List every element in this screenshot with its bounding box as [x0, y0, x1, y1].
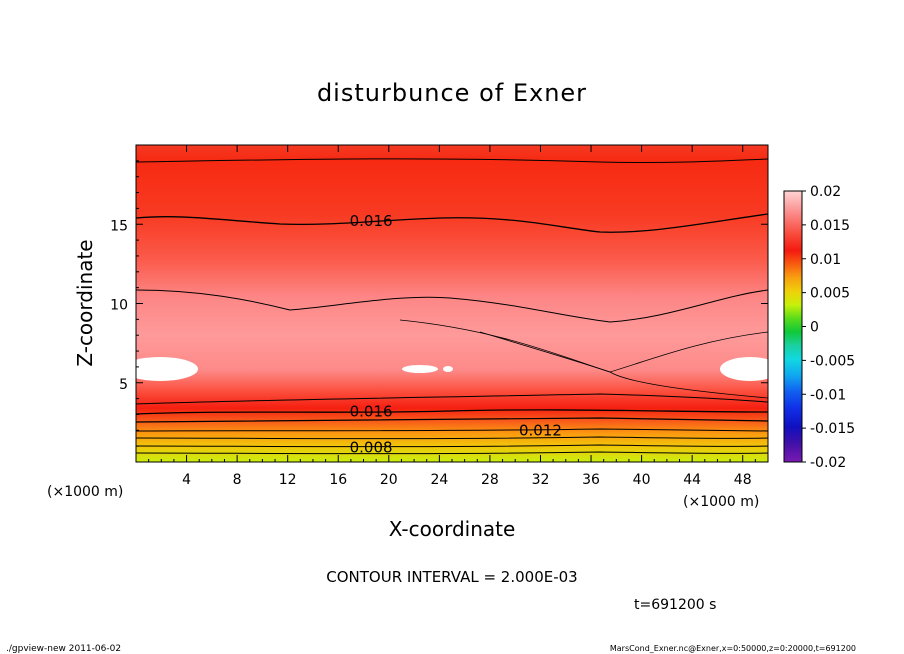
contour-line [136, 213, 768, 233]
y-tick-label: 15 [110, 218, 128, 234]
x-tick-label: 28 [481, 472, 499, 488]
contour-line [136, 428, 768, 432]
colorbar-tick-label: 0.005 [810, 286, 850, 302]
x-tick-label: 8 [233, 472, 242, 488]
colorbar-tick-label: 0.01 [810, 252, 841, 268]
x-unit-label-right: (×1000 m) [683, 494, 759, 510]
contour-line [136, 451, 768, 455]
colorbar-tick-label: 0.015 [810, 218, 850, 234]
x-tick-label: 32 [532, 472, 550, 488]
x-tick-label: 12 [279, 472, 297, 488]
contour-line [136, 158, 768, 164]
x-axis-label: X-coordinate [389, 517, 516, 541]
x-tick-label: 36 [582, 472, 600, 488]
footer-left: ./gpview-new 2011-06-02 [6, 644, 121, 654]
x-tick-label: 16 [329, 472, 347, 488]
contour-line [136, 417, 768, 423]
x-tick-label: 4 [182, 472, 191, 488]
contour-label: 0.012 [519, 421, 562, 439]
contour-line [136, 289, 768, 323]
undefined-region [402, 365, 438, 373]
colorbar-tick-label: -0.005 [810, 353, 855, 369]
undefined-region [136, 357, 198, 381]
x-unit-label-left: (×1000 m) [47, 484, 123, 500]
contour-line [136, 393, 768, 405]
chart-title: disturbunce of Exner [317, 79, 587, 107]
time-label: t=691200 s [634, 597, 716, 613]
footer-right: MarsCond_Exner.nc@Exner,x=0:50000,z=0:20… [610, 644, 856, 653]
contour-interval-text: CONTOUR INTERVAL = 2.000E-03 [326, 568, 577, 586]
x-tick-label: 44 [683, 472, 701, 488]
y-tick-label: 10 [110, 298, 128, 314]
contour-label: 0.016 [350, 212, 393, 230]
x-tick-label: 40 [633, 472, 651, 488]
contour-line [136, 444, 768, 448]
y-axis-label: Z-coordinate [73, 239, 97, 366]
colorbar-tick-label: -0.01 [810, 387, 846, 403]
colorbar-tick-label: 0 [810, 320, 819, 336]
contour-label: 0.016 [350, 402, 393, 420]
undefined-region [443, 366, 453, 372]
x-tick-label: 24 [430, 472, 448, 488]
undefined-region [720, 357, 768, 381]
contour-field [136, 145, 768, 462]
contour-line [479, 331, 768, 399]
y-tick-label: 5 [119, 377, 128, 393]
x-tick-label: 20 [380, 472, 398, 488]
contour-label: 0.008 [350, 439, 393, 457]
contour-line [136, 436, 768, 440]
colorbar-tick-label: -0.015 [810, 421, 855, 437]
contour-line [136, 409, 768, 415]
x-tick-label: 48 [734, 472, 752, 488]
colorbar [783, 190, 803, 463]
colorbar-tick-label: 0.02 [810, 184, 841, 200]
colorbar-tick-label: -0.02 [810, 455, 846, 471]
